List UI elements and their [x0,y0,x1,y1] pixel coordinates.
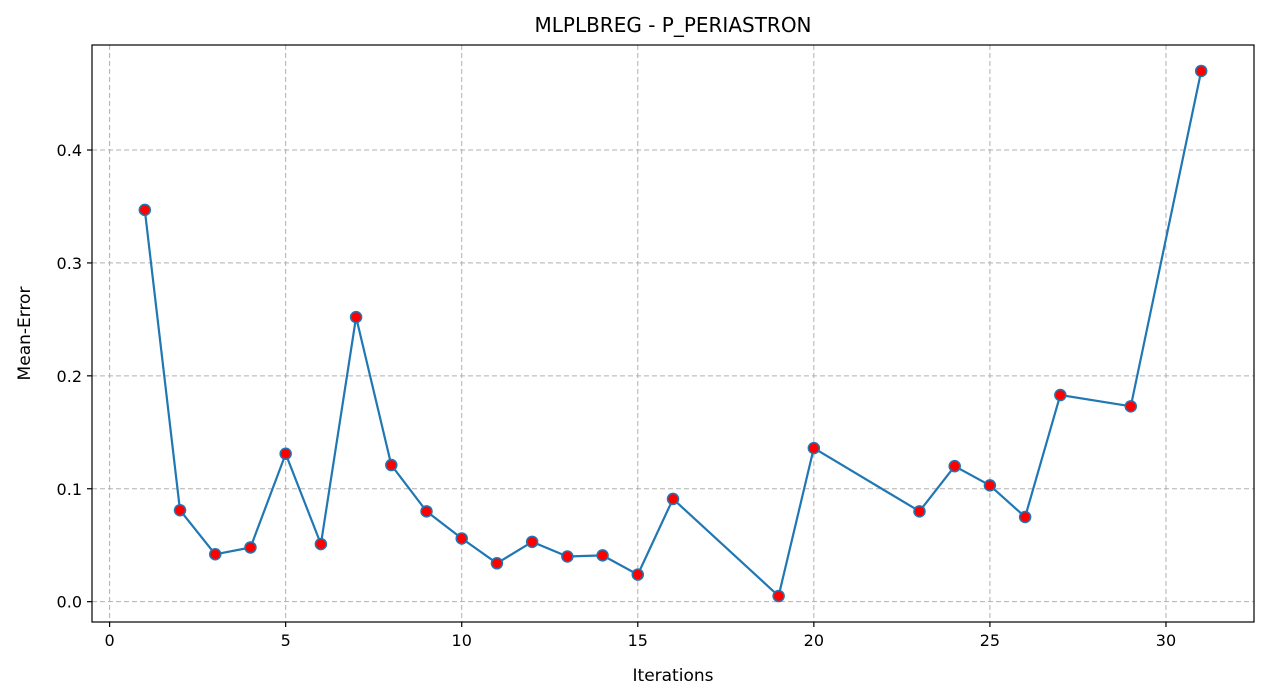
data-point [1124,400,1138,413]
x-tick-label: 20 [804,631,824,650]
y-tick-label: 0.2 [57,367,82,386]
data-point [948,459,961,473]
y-tick-label: 0.4 [57,141,82,160]
y-tick-label: 0.3 [57,254,82,273]
data-point [561,550,574,563]
data-point [173,503,187,517]
y-tick-label: 0.0 [57,593,82,612]
data-point [490,557,504,570]
y-tick-label: 0.1 [57,480,82,499]
x-tick-label: 10 [452,631,472,650]
data-point [1018,510,1032,524]
data-point [596,549,609,562]
data-point [631,568,645,581]
data-point [279,447,292,461]
series [138,64,1208,603]
x-axis-label: Iterations [633,666,714,686]
data-point [983,479,997,492]
data-point [772,589,785,603]
data-point [913,505,926,518]
data-point [666,492,680,506]
data-point [455,532,468,545]
data-point [1194,64,1208,78]
data-point [208,548,222,561]
plot-frame [91,44,1255,623]
x-tick-label: 5 [281,631,291,650]
axis-ticks: 0 5 10 15 20 25 30 0.0 0.1 0.2 0.3 0.4 [57,141,1177,650]
x-tick-label: 0 [105,631,115,650]
data-point [525,535,539,549]
x-tick-label: 15 [628,631,648,650]
data-point [138,203,152,217]
grid [92,45,1254,622]
data-point [1054,388,1067,402]
y-axis-label: Mean-Error [15,287,35,381]
data-point [807,441,821,455]
x-tick-label: 30 [1156,631,1176,650]
chart-title: MLPLBREG - P_PERIASTRON [534,13,811,37]
data-point [420,505,433,518]
data-point [349,310,363,324]
x-tick-label: 25 [980,631,1000,650]
data-point [314,537,328,551]
data-point [244,541,257,554]
data-point [385,458,398,472]
